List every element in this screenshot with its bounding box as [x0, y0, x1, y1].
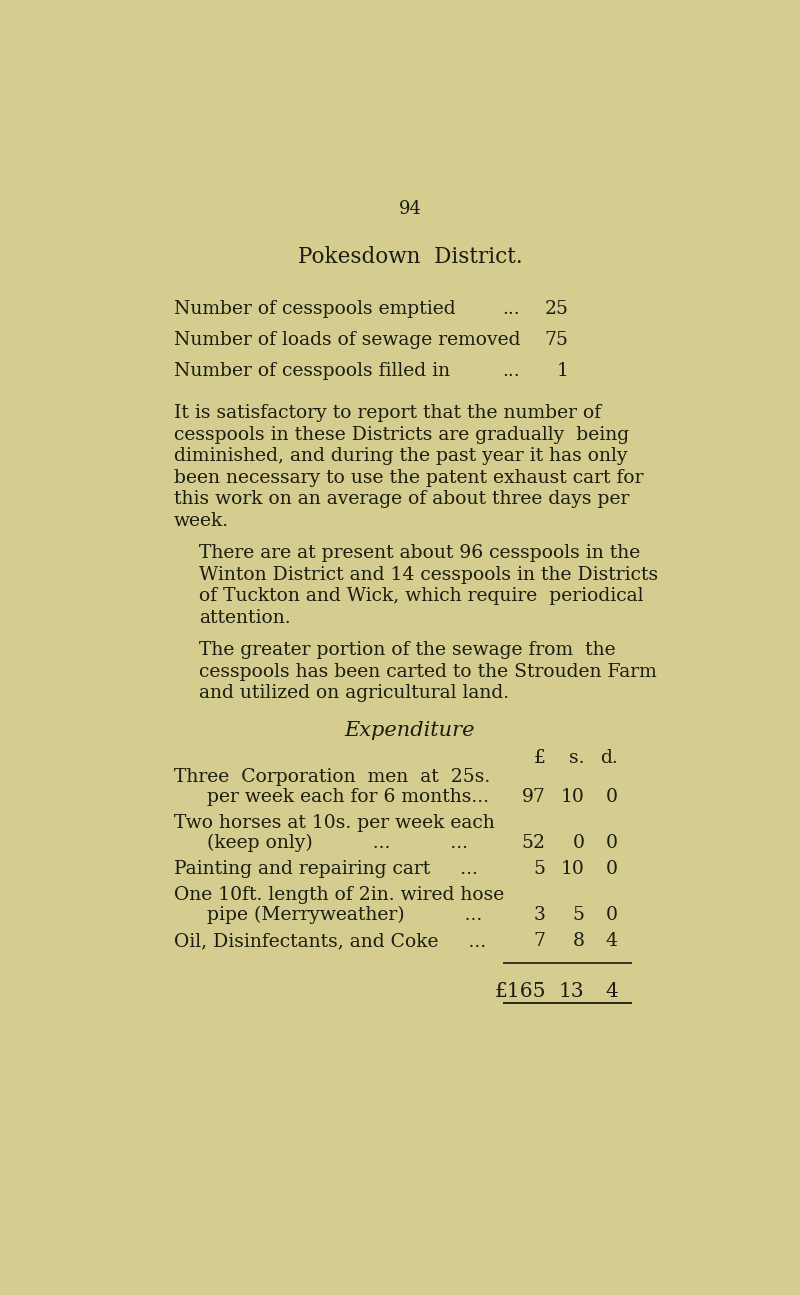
Text: 25: 25	[545, 300, 569, 319]
Text: £: £	[534, 749, 546, 767]
Text: £165: £165	[494, 982, 546, 1001]
Text: Two horses at 10s. per week each: Two horses at 10s. per week each	[174, 813, 494, 831]
Text: Painting and repairing cart     ...: Painting and repairing cart ...	[174, 860, 478, 878]
Text: Winton District and 14 cesspools in the Districts: Winton District and 14 cesspools in the …	[199, 566, 658, 584]
Text: and utilized on agricultural land.: and utilized on agricultural land.	[199, 684, 510, 702]
Text: 0: 0	[606, 787, 618, 805]
Text: ...: ...	[502, 361, 519, 379]
Text: of Tuckton and Wick, which require  periodical: of Tuckton and Wick, which require perio…	[199, 588, 644, 605]
Text: 3: 3	[534, 906, 546, 925]
Text: It is satisfactory to report that the number of: It is satisfactory to report that the nu…	[174, 404, 601, 422]
Text: been necessary to use the patent exhaust cart for: been necessary to use the patent exhaust…	[174, 469, 643, 487]
Text: Number of cesspools filled in: Number of cesspools filled in	[174, 361, 450, 379]
Text: 10: 10	[561, 787, 584, 805]
Text: per week each for 6 months...: per week each for 6 months...	[207, 787, 489, 805]
Text: 0: 0	[606, 860, 618, 878]
Text: (keep only)          ...          ...: (keep only) ... ...	[207, 834, 468, 852]
Text: 0: 0	[572, 834, 584, 852]
Text: 5: 5	[572, 906, 584, 925]
Text: 0: 0	[606, 906, 618, 925]
Text: 52: 52	[522, 834, 546, 852]
Text: 97: 97	[522, 787, 546, 805]
Text: Number of cesspools emptied: Number of cesspools emptied	[174, 300, 455, 319]
Text: Number of loads of sewage removed: Number of loads of sewage removed	[174, 332, 520, 348]
Text: week.: week.	[174, 512, 229, 530]
Text: diminished, and during the past year it has only: diminished, and during the past year it …	[174, 447, 627, 465]
Text: this work on an average of about three days per: this work on an average of about three d…	[174, 491, 629, 509]
Text: 4: 4	[605, 982, 618, 1001]
Text: One 10ft. length of 2in. wired hose: One 10ft. length of 2in. wired hose	[174, 886, 504, 904]
Text: Three  Corporation  men  at  25s.: Three Corporation men at 25s.	[174, 768, 490, 786]
Text: 7: 7	[534, 932, 546, 951]
Text: 0: 0	[606, 834, 618, 852]
Text: 10: 10	[561, 860, 584, 878]
Text: The greater portion of the sewage from  the: The greater portion of the sewage from t…	[199, 641, 616, 659]
Text: 4: 4	[606, 932, 618, 951]
Text: Oil, Disinfectants, and Coke     ...: Oil, Disinfectants, and Coke ...	[174, 932, 486, 951]
Text: 8: 8	[572, 932, 584, 951]
Text: 13: 13	[558, 982, 584, 1001]
Text: cesspools in these Districts are gradually  being: cesspools in these Districts are gradual…	[174, 426, 629, 444]
Text: Expenditure: Expenditure	[345, 721, 475, 741]
Text: 1: 1	[557, 361, 569, 379]
Text: cesspools has been carted to the Strouden Farm: cesspools has been carted to the Stroude…	[199, 663, 657, 681]
Text: Pokesdown  District.: Pokesdown District.	[298, 246, 522, 268]
Text: 94: 94	[398, 199, 422, 218]
Text: 5: 5	[534, 860, 546, 878]
Text: There are at present about 96 cesspools in the: There are at present about 96 cesspools …	[199, 544, 641, 562]
Text: pipe (Merryweather)          ...: pipe (Merryweather) ...	[207, 906, 482, 925]
Text: s.: s.	[569, 749, 584, 767]
Text: d.: d.	[600, 749, 618, 767]
Text: attention.: attention.	[199, 609, 291, 627]
Text: 75: 75	[545, 332, 569, 348]
Text: ...: ...	[502, 300, 519, 319]
